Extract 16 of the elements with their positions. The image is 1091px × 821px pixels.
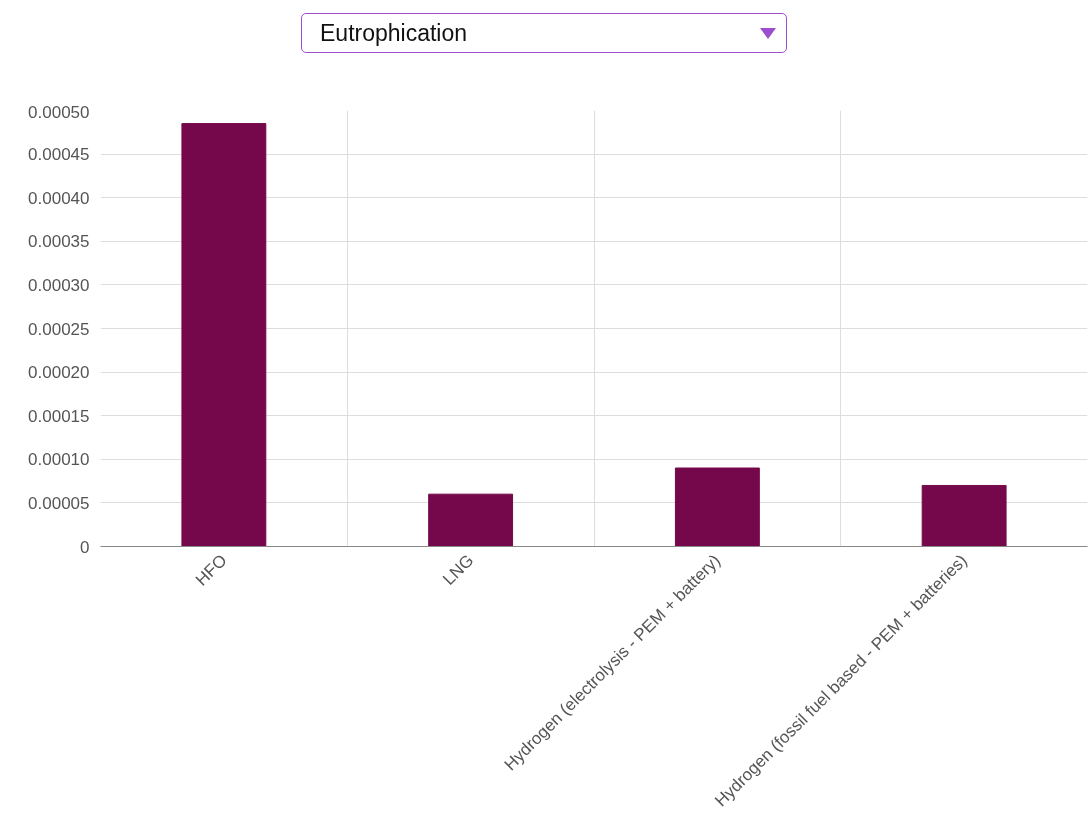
bar bbox=[181, 123, 267, 547]
bar bbox=[674, 467, 760, 547]
y-tick-label: 0.00040 bbox=[28, 188, 90, 208]
y-tick-label: 0.00020 bbox=[28, 363, 90, 383]
y-tick-label: 0.00025 bbox=[28, 319, 90, 339]
bar bbox=[921, 484, 1007, 547]
y-tick-label: 0.00050 bbox=[28, 102, 90, 122]
y-tick-label: 0.00015 bbox=[28, 406, 90, 426]
y-tick-label: 0 bbox=[80, 537, 90, 557]
y-tick-label: 0.00035 bbox=[28, 232, 90, 252]
y-tick-label: 0.00045 bbox=[28, 145, 90, 165]
y-tick-label: 0.00005 bbox=[28, 493, 90, 513]
bar bbox=[428, 493, 514, 547]
y-tick-label: 0.00010 bbox=[28, 450, 90, 470]
y-tick-label: 0.00030 bbox=[28, 275, 90, 295]
chart-title: Eutrophication bbox=[320, 18, 468, 48]
